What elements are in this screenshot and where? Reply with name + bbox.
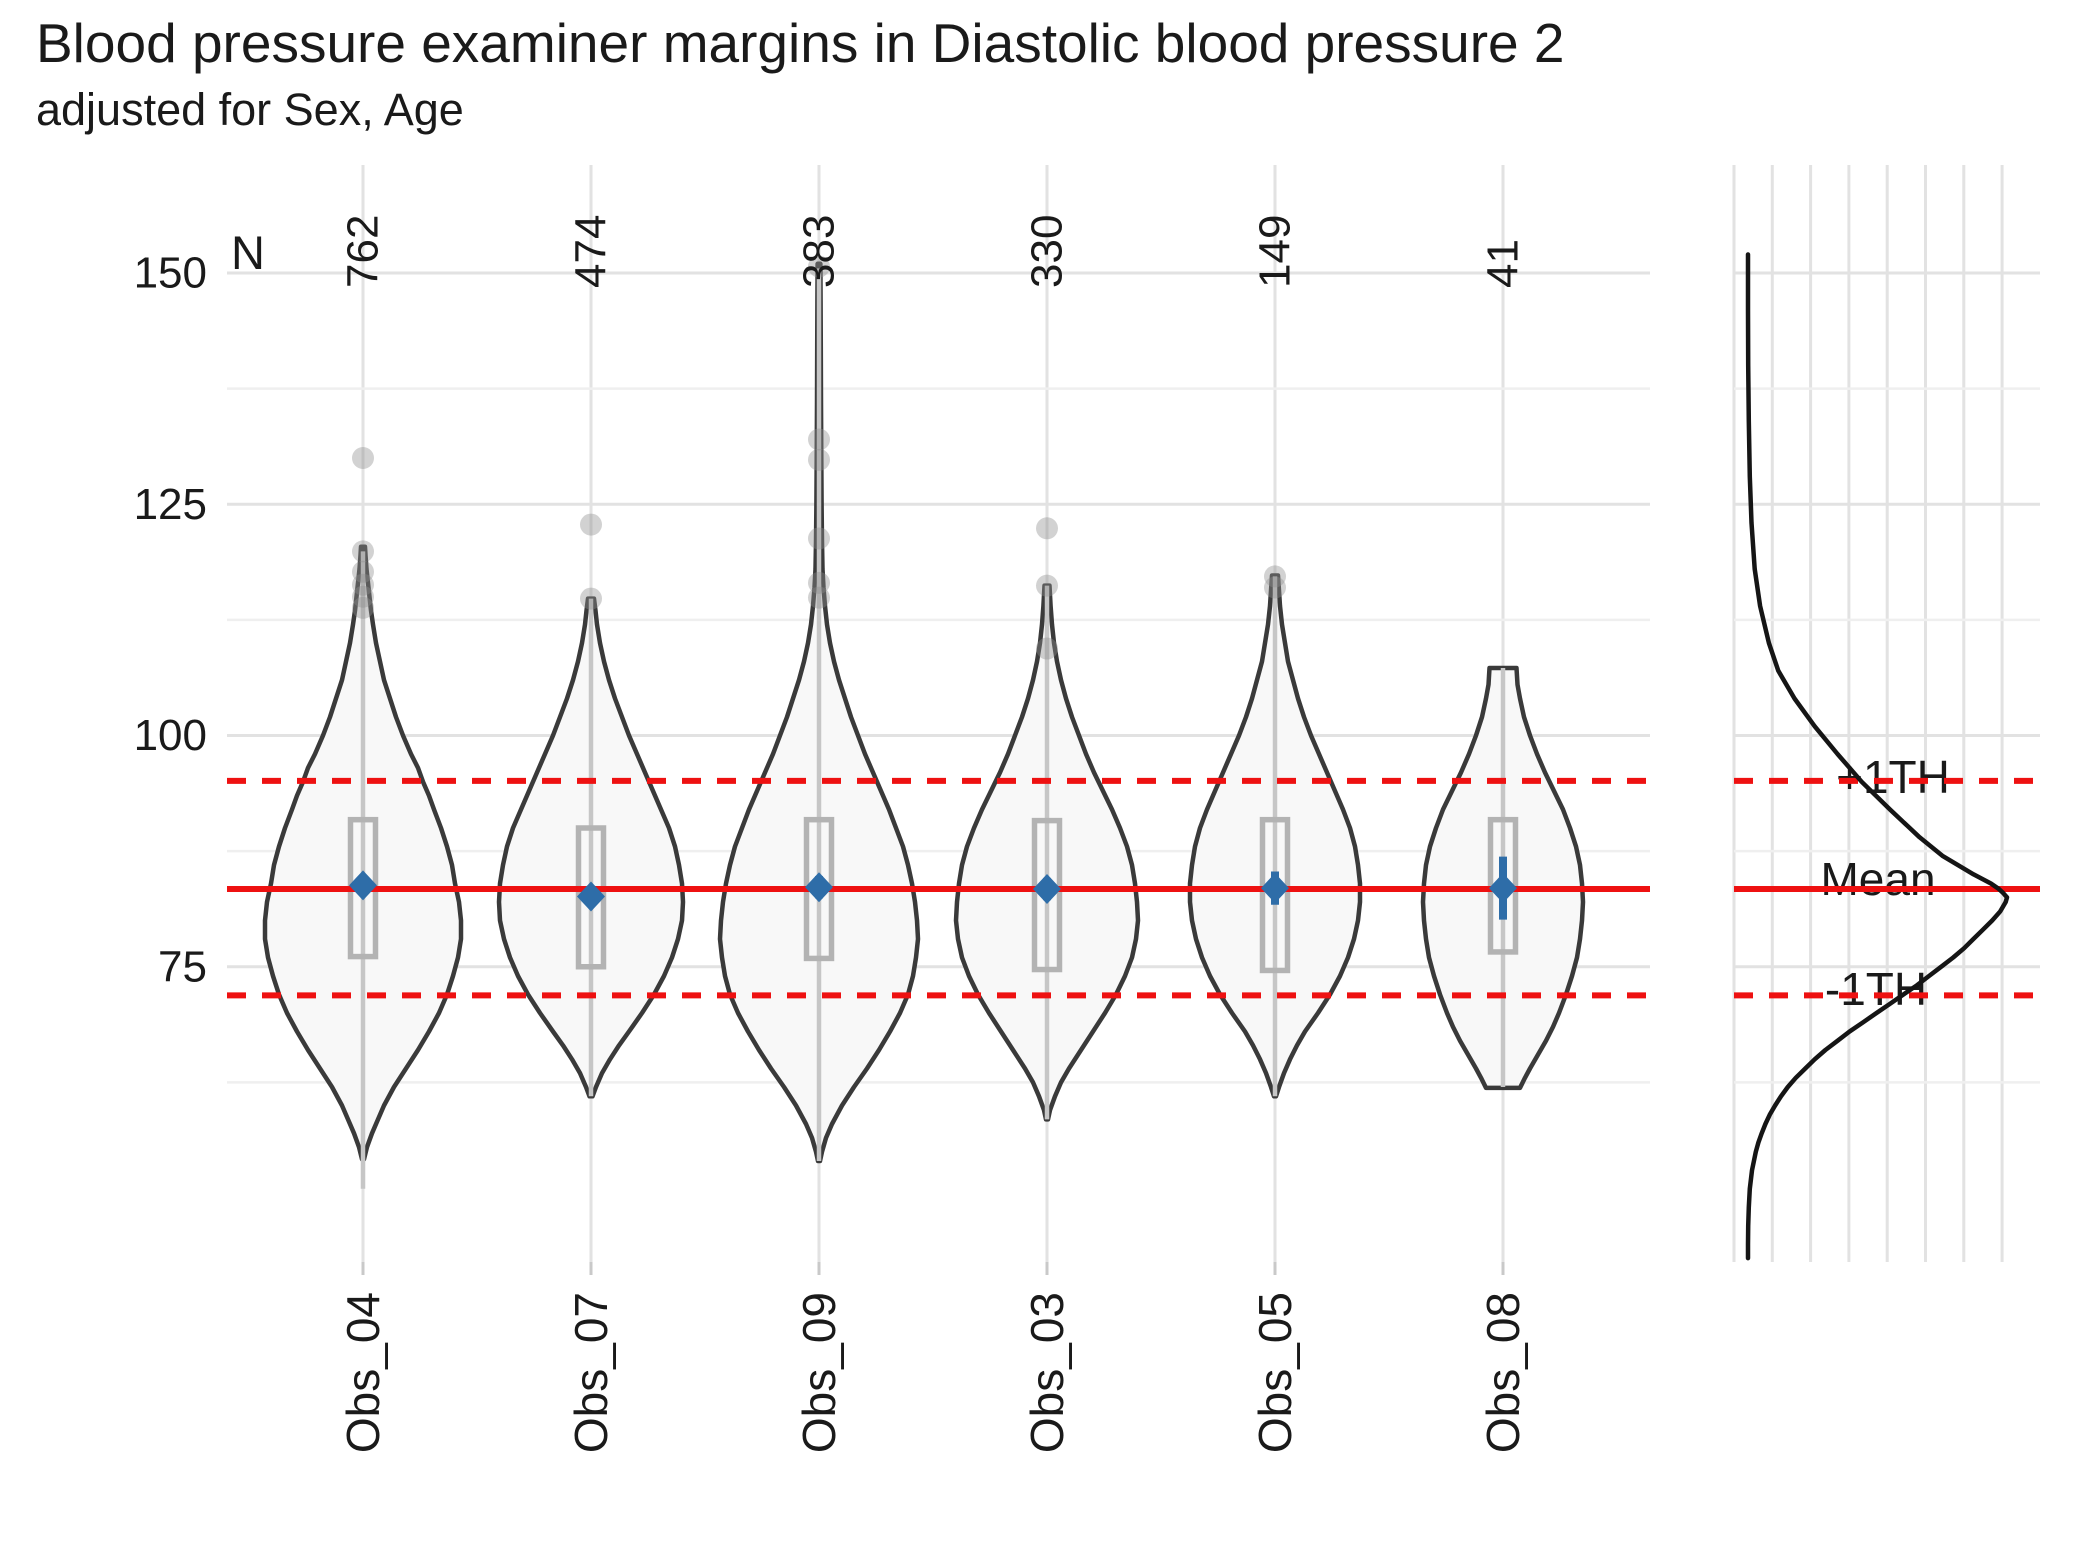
x-category-label: Obs_07 [565, 1292, 617, 1453]
outlier-point [808, 428, 830, 451]
y-tick-label: 75 [158, 942, 207, 991]
outlier-point [352, 585, 374, 608]
mean-diamond-Obs_08 [1489, 873, 1517, 904]
outlier-point [1036, 637, 1058, 660]
threshold-annotations: +1TH Mean -1TH [1820, 751, 1949, 1015]
box-Obs_05 [1259, 816, 1291, 974]
outlier-point [1264, 565, 1286, 588]
outlier-point [352, 447, 374, 469]
y-tick-label: 150 [134, 249, 207, 298]
page-subtitle: adjusted for Sex, Age [36, 84, 464, 135]
outlier-point [808, 527, 830, 550]
outlier-point [580, 587, 602, 610]
n-count-label: 383 [795, 215, 844, 288]
outlier-point [1036, 574, 1058, 597]
mean-diamond-Obs_05 [1261, 873, 1289, 904]
mean-diamond-Obs_09 [805, 872, 833, 903]
density-curve [1745, 252, 2010, 1261]
density-curve-path [1745, 252, 2010, 1261]
main-panel-gridlines [227, 165, 1650, 1262]
x-category-label: Obs_05 [1249, 1292, 1301, 1453]
outlier-point [580, 513, 602, 536]
y-tick-label: 125 [134, 480, 207, 529]
outlier-point [1036, 517, 1058, 540]
density-panel-gridlines [1732, 165, 2040, 1262]
outlier-point [808, 571, 830, 594]
outlier-point [808, 448, 830, 471]
outlier-point [352, 573, 374, 596]
reference-lines [227, 777, 2040, 999]
violins [262, 255, 1586, 1189]
mean-diamonds [349, 856, 1517, 920]
n-count-label: 474 [567, 215, 616, 288]
y-tick-label: 100 [134, 711, 207, 760]
axis-labels: 150 125 100 75 762 Obs_04 474 Obs_07 383 Obs_09 33… [134, 215, 1529, 1454]
n-axis-header: N [231, 226, 265, 279]
n-count-label: 149 [1251, 215, 1300, 288]
mean-diamond-Obs_03 [1033, 874, 1061, 905]
x-category-label: Obs_04 [337, 1292, 389, 1453]
mean-diamond-Obs_04 [349, 870, 377, 901]
outlier-point [808, 255, 830, 278]
x-category-label: Obs_08 [1477, 1292, 1529, 1453]
n-count-label: 41 [1479, 239, 1528, 288]
plus1th-label: +1TH [1836, 751, 1950, 803]
outlier-point [1264, 576, 1286, 599]
n-count-label: 330 [1023, 215, 1072, 288]
outlier-point [352, 596, 374, 619]
mean-label: Mean [1820, 853, 1935, 905]
box-Obs_08 [1487, 816, 1519, 955]
x-category-label: Obs_03 [1021, 1292, 1073, 1453]
n-count-label: 762 [339, 215, 388, 288]
outlier-point [352, 540, 374, 563]
x-category-label: Obs_09 [793, 1292, 845, 1453]
page-title: Blood pressure examiner margins in Diast… [36, 12, 1565, 74]
outlier-point [808, 586, 830, 609]
mean-diamond-Obs_07 [577, 881, 605, 912]
box-Obs_03 [1031, 817, 1063, 973]
outlier-point [352, 560, 374, 583]
